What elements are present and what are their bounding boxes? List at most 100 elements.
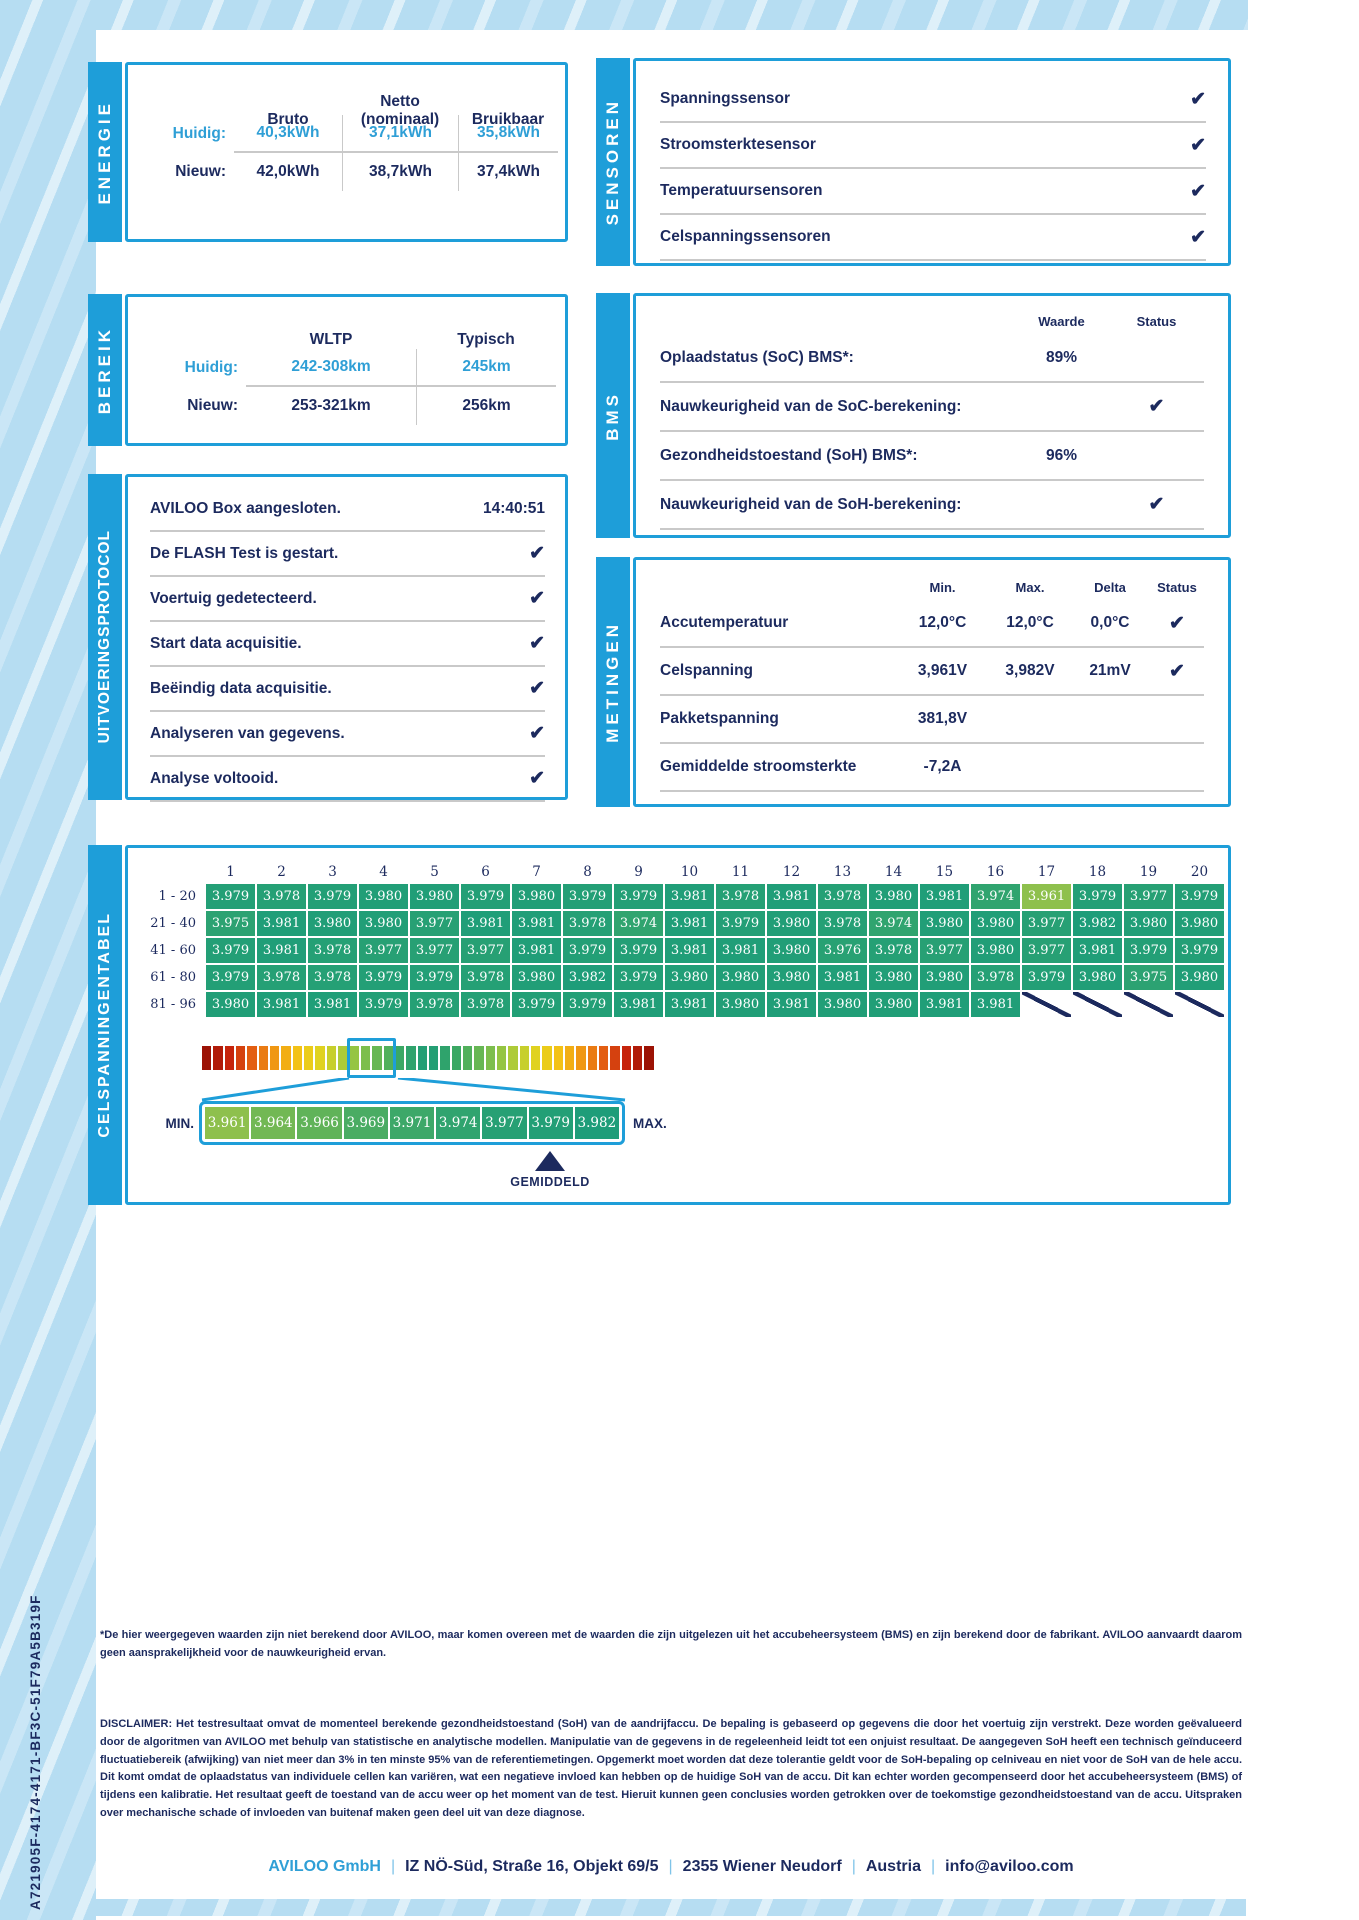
cell-voltage-value: 3.981 — [665, 911, 714, 936]
cell-voltage-value: 3.980 — [971, 938, 1020, 963]
bms-table-header: Waarde Status — [660, 308, 1204, 334]
footer-separator: | — [668, 1858, 673, 1875]
energie-value: 42,0kWh — [256, 163, 320, 180]
section-tab-protocol-label: UITVOERINGSPROTOCOL — [96, 530, 113, 744]
footer-part: 2355 Wiener Neudorf — [682, 1858, 842, 1875]
cell-column-header: 12 — [782, 864, 801, 880]
scale-voltage-value: 3.971 — [389, 1107, 435, 1139]
section-tab-sensoren-label: SENSOREN — [603, 98, 622, 226]
cell-column-header: 14 — [884, 864, 903, 880]
bms-row: Gezondheidstoestand (SoH) BMS*: 96% — [660, 432, 1204, 481]
metingen-min-value: 381,8V — [917, 710, 968, 727]
cell-voltage-value: 3.981 — [512, 911, 561, 936]
gradient-segment — [202, 1046, 212, 1070]
cell-voltage-value: 3.981 — [308, 992, 357, 1017]
section-tab-celtabel-label: CELSPANNINGENTABEL — [96, 912, 113, 1138]
report-id: A721905F-4174-4171-BF3C-51F79A5B319F — [28, 1594, 43, 1910]
gradient-segment — [213, 1046, 223, 1070]
bms-row: Nauwkeurigheid van de SoH-berekening: ✔ — [660, 481, 1204, 530]
bms-row-label: Nauwkeurigheid van de SoC-berekening: — [660, 397, 962, 415]
metingen-rows: Accutemperatuur 12,0°C 12,0°C 0,0°C ✔ Celspan… — [660, 600, 1204, 792]
cell-voltage-value: 3.977 — [1124, 884, 1173, 909]
section-tab-metingen: METINGEN — [596, 557, 630, 807]
cell-column-header: 1 — [226, 864, 235, 880]
gradient-segment — [372, 1046, 382, 1070]
gradient-segment — [474, 1046, 484, 1070]
cell-column-header: 5 — [430, 864, 439, 880]
gradient-segment — [565, 1046, 575, 1070]
cell-voltage-value: 3.981 — [920, 884, 969, 909]
cell-voltage-value: 3.981 — [665, 884, 714, 909]
scale-voltage-value: 3.961 — [205, 1107, 250, 1139]
energie-table: Bruto Netto (nominaal) Bruikbaar Huidig:… — [128, 65, 565, 191]
cell-voltage-value: 3.977 — [410, 911, 459, 936]
disclaimer-text: Het testresultaat omvat de momenteel ber… — [100, 1718, 1242, 1820]
gradient-segment — [258, 1046, 269, 1070]
gradient-segment — [406, 1046, 416, 1070]
cell-empty-slash — [1022, 992, 1071, 1017]
cell-voltage-value: 3.979 — [512, 992, 561, 1017]
protocol-row: Analyseren van gegevens. ✔ — [150, 712, 545, 757]
gradient-segment — [530, 1046, 541, 1070]
protocol-step-label: Beëindig data acquisitie. — [150, 679, 332, 697]
cell-voltage-table: 1 2 3 4 5 6 7 8 9 10 11 12 13 14 15 16 17 18 19 20 1 - 20 3.9… — [140, 860, 1228, 1017]
cell-column-header: 18 — [1088, 864, 1107, 880]
cell-voltage-value: 3.981 — [767, 884, 816, 909]
metingen-row-label: Pakketspanning — [660, 710, 779, 727]
cell-voltage-value: 3.980 — [206, 992, 255, 1017]
cell-voltage-value: 3.978 — [563, 911, 612, 936]
cell-voltage-value: 3.981 — [1073, 938, 1122, 963]
cell-voltage-value: 3.981 — [971, 992, 1020, 1017]
energie-value: 37,1kWh — [342, 115, 458, 153]
check-icon: ✔ — [1169, 612, 1185, 634]
gradient-segment — [292, 1046, 303, 1070]
cell-row-label: 41 - 60 — [150, 943, 196, 958]
cell-voltage-value: 3.977 — [410, 938, 459, 963]
scale-voltage-value: 3.982 — [574, 1107, 619, 1139]
check-icon: ✔ — [529, 633, 545, 654]
cell-voltage-value: 3.978 — [818, 911, 867, 936]
protocol-row: Start data acquisitie. ✔ — [150, 622, 545, 667]
cell-voltage-value: 3.981 — [767, 992, 816, 1017]
protocol-row: AVILOO Box aangesloten. 14:40:51 — [150, 487, 545, 532]
cell-column-header: 7 — [532, 864, 541, 880]
cell-column-header: 4 — [379, 864, 388, 880]
protocol-step-label: De FLASH Test is gestart. — [150, 544, 339, 562]
cell-voltage-value: 3.979 — [614, 938, 663, 963]
gradient-segment — [349, 1046, 359, 1070]
cell-voltage-value: 3.980 — [359, 884, 408, 909]
footer-separator: | — [390, 1858, 396, 1875]
gradient-segment — [224, 1046, 235, 1070]
cell-voltage-value: 3.979 — [410, 965, 459, 990]
section-tab-sensoren: SENSOREN — [596, 58, 630, 266]
cell-voltage-value: 3.979 — [1175, 938, 1224, 963]
gradient-segment — [519, 1046, 529, 1070]
bereik-value: 256km — [416, 387, 556, 425]
metingen-row-label: Accutemperatuur — [660, 614, 789, 631]
sensor-row: Spanningssensor ✔ — [660, 77, 1206, 123]
average-pointer-icon — [535, 1151, 565, 1171]
metingen-row: Accutemperatuur 12,0°C 12,0°C 0,0°C ✔ — [660, 600, 1204, 648]
cell-voltage-value: 3.978 — [410, 992, 459, 1017]
gradient-segment — [553, 1046, 563, 1070]
cell-voltage-value: 3.979 — [1124, 938, 1173, 963]
metingen-row: Celspanning 3,961V 3,982V 21mV ✔ — [660, 648, 1204, 696]
cell-voltage-value: 3.979 — [1073, 884, 1122, 909]
cell-column-header: 15 — [935, 864, 954, 880]
bms-row-label: Gezondheidstoestand (SoH) BMS*: — [660, 446, 918, 464]
gradient-segment — [315, 1046, 325, 1070]
cell-voltage-value: 3.980 — [308, 911, 357, 936]
sensor-row: Stroomsterktesensor ✔ — [660, 123, 1206, 169]
bms-row-label: Nauwkeurigheid van de SoH-berekening: — [660, 495, 962, 513]
section-tab-bereik: BEREIK — [88, 294, 122, 446]
cell-column-header: 2 — [277, 864, 286, 880]
gradient-segment — [428, 1046, 439, 1070]
panel-sensoren: Spanningssensor ✔ Stroomsterktesensor ✔ Temp… — [633, 58, 1231, 266]
cell-voltage-value: 3.976 — [818, 938, 867, 963]
metingen-max-value: 12,0°C — [1006, 614, 1054, 631]
cell-voltage-value: 3.981 — [257, 938, 306, 963]
cell-voltage-value: 3.980 — [716, 965, 765, 990]
check-icon: ✔ — [1148, 494, 1165, 515]
cell-voltage-value: 3.979 — [716, 911, 765, 936]
